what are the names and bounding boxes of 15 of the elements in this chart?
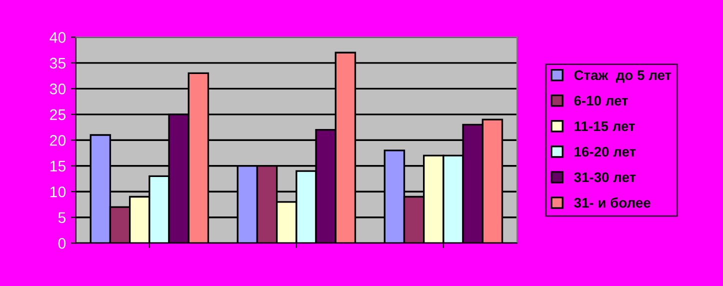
y-tick-label: 30 — [50, 84, 66, 94]
legend-label: 31- и более — [574, 197, 650, 208]
y-tick-label: 5 — [58, 212, 66, 224]
y-tick-label: 15 — [50, 160, 66, 172]
y-tick-label: 40 — [50, 32, 66, 43]
legend-label: Стаж до 5 лет — [574, 70, 672, 83]
y-tick-label: 10 — [50, 186, 66, 198]
y-tick-label: 25 — [50, 109, 66, 120]
legend-label: 6-10 лет — [574, 96, 628, 106]
legend-label: 31-30 лет — [574, 172, 636, 182]
y-tick-label: 35 — [50, 58, 66, 69]
y-tick-label: 20 — [50, 135, 66, 146]
legend-label: 11-15 лет — [574, 121, 635, 132]
legend-label: 16-20 лет — [574, 146, 636, 157]
y-tick-label: 0 — [58, 238, 66, 249]
